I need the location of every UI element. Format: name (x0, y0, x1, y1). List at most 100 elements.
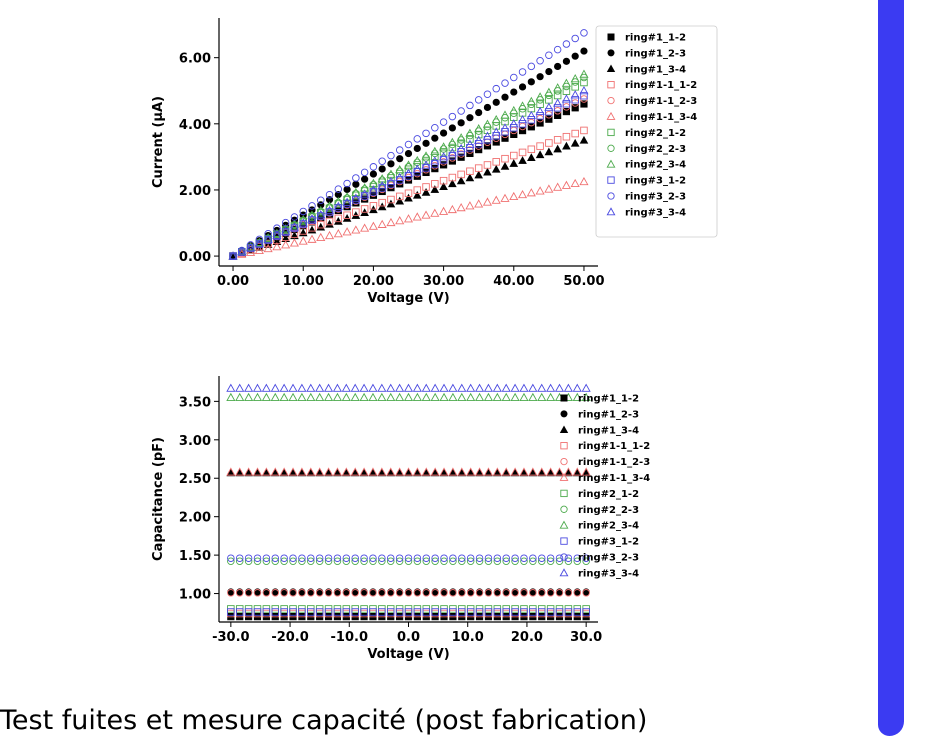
data-point (458, 554, 466, 562)
chart-0-y-tick-label: 0.00 (179, 250, 211, 265)
data-point (324, 557, 333, 566)
data-point (447, 204, 457, 214)
chart-0-series-ring#3_3-4 (228, 86, 589, 260)
legend-label: ring#1_2-3 (625, 48, 686, 59)
data-point (484, 557, 493, 566)
data-point (413, 186, 422, 194)
data-point (244, 608, 253, 616)
data-point (262, 557, 271, 566)
data-point (537, 392, 547, 402)
data-point (545, 115, 553, 123)
data-point (555, 557, 564, 566)
chart-0-y-axis-label: Current (µA) (151, 96, 166, 188)
data-point (564, 608, 573, 616)
chart-1-x-tick-label: 10.0 (452, 630, 484, 645)
chart-0-legend: ring#1_1-2 ring#1_2-3 ring#1_3-4 ring#1-1_1… (595, 25, 718, 238)
data-point (289, 554, 297, 562)
data-point (235, 467, 245, 476)
data-point (448, 112, 457, 121)
data-point (368, 221, 378, 230)
data-point (448, 179, 457, 188)
data-point (235, 557, 244, 566)
legend-label: ring#3_3-4 (625, 207, 686, 218)
data-point (580, 78, 588, 87)
data-point (404, 608, 413, 616)
data-point (395, 196, 405, 205)
data-point (297, 392, 307, 402)
data-point (298, 236, 308, 245)
data-point (457, 467, 467, 476)
data-point (526, 96, 536, 105)
data-point (529, 608, 537, 616)
legend-marker (560, 442, 568, 450)
data-point (307, 589, 315, 597)
data-point (562, 40, 571, 48)
data-point (465, 139, 475, 148)
data-point (333, 201, 343, 210)
data-point (253, 608, 262, 616)
data-point (377, 219, 387, 228)
data-point (360, 589, 368, 597)
data-point (281, 228, 290, 236)
data-point (308, 216, 316, 224)
data-point (448, 173, 457, 182)
data-point (280, 554, 288, 562)
data-point (378, 165, 386, 173)
data-point (491, 114, 501, 124)
data-point (502, 608, 510, 616)
data-point (317, 196, 325, 205)
data-point (457, 139, 465, 147)
data-point (289, 222, 300, 231)
data-point (561, 180, 571, 189)
data-point (255, 235, 264, 244)
data-point (528, 383, 538, 392)
chart-0-x-tick-label: 30.00 (423, 274, 464, 289)
data-point (537, 383, 547, 392)
data-point (404, 140, 413, 149)
legend-label: ring#1_3-4 (625, 64, 686, 75)
data-point (510, 392, 520, 402)
data-point (378, 554, 386, 562)
legend-marker (560, 394, 568, 402)
data-point (527, 145, 536, 154)
legend-marker (607, 49, 615, 57)
data-point (440, 557, 448, 566)
data-point (529, 589, 537, 597)
data-point (491, 127, 501, 136)
data-point (572, 392, 582, 402)
data-point (509, 191, 519, 201)
data-point (289, 589, 297, 597)
data-point (537, 557, 546, 566)
data-point (431, 152, 439, 161)
data-point (475, 392, 485, 402)
data-point (395, 216, 405, 225)
legend-marker (559, 520, 569, 529)
data-point (528, 467, 538, 476)
data-point (235, 608, 244, 616)
legend-label: ring#2_3-4 (578, 521, 639, 532)
data-point (253, 589, 262, 597)
data-point (421, 467, 431, 476)
data-point (491, 164, 501, 173)
data-point (246, 243, 256, 252)
data-point (475, 589, 484, 597)
data-point (492, 132, 500, 140)
data-point (439, 148, 448, 156)
data-point (386, 467, 396, 476)
data-point (404, 193, 413, 202)
data-point (235, 383, 245, 392)
data-point (554, 467, 565, 476)
data-point (280, 608, 288, 616)
data-point (298, 554, 306, 562)
data-point (325, 190, 334, 199)
chart-0-x-tick-label: 50.00 (563, 274, 604, 289)
data-point (456, 143, 466, 153)
legend-label: ring#1-1_3-4 (578, 473, 650, 484)
legend-label: ring#1_1-2 (578, 394, 639, 405)
data-point (501, 467, 511, 476)
data-point (492, 392, 502, 402)
data-point (369, 554, 377, 562)
data-point (378, 557, 386, 566)
legend-marker (560, 410, 568, 418)
